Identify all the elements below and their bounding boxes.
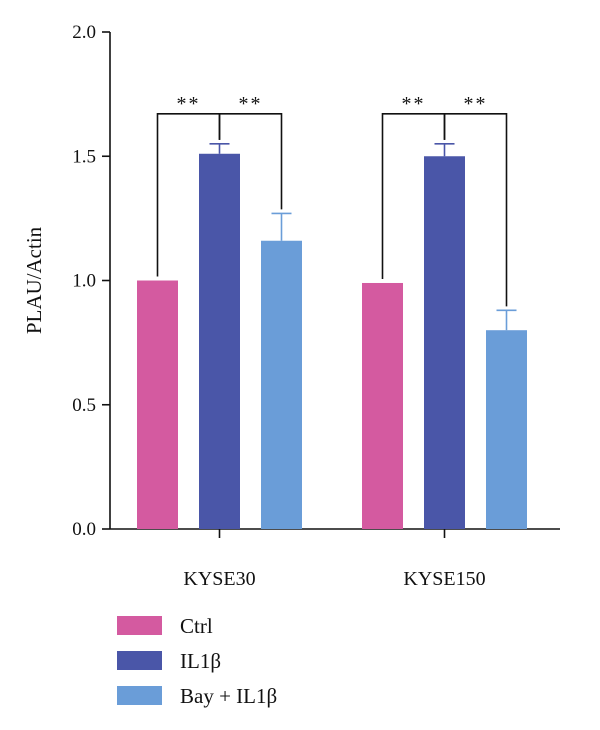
legend-label: Bay + IL1β — [180, 684, 277, 708]
bar — [424, 156, 465, 529]
y-axis-title: PLAU/Actin — [22, 226, 46, 334]
x-tick-label: KYSE30 — [183, 568, 255, 590]
legend-swatch — [117, 686, 162, 705]
significance-bracket — [443, 113, 508, 307]
significance-label: ** — [177, 93, 201, 115]
y-tick-label: 1.5 — [72, 146, 96, 167]
significance-label: ** — [239, 93, 263, 115]
axes: 0.0 0.5 1.0 1.5 2.0 PLAU/Actin KYSE30 KYSE150 — [22, 22, 560, 590]
x-tick-label: KYSE150 — [403, 568, 485, 590]
bars — [137, 143, 527, 530]
y-tick-label: 1.0 — [72, 271, 96, 292]
bar — [261, 240, 302, 530]
legend-label: Ctrl — [180, 614, 213, 638]
y-tick-label: 0.0 — [72, 519, 96, 540]
bar — [362, 282, 403, 529]
legend-swatch — [117, 651, 162, 670]
significance-annotations: ** ** ** ** — [156, 93, 508, 307]
legend-label: IL1β — [180, 649, 221, 673]
bar — [137, 280, 178, 529]
bar — [486, 330, 527, 529]
legend: Ctrl IL1β Bay + IL1β — [117, 614, 277, 708]
legend-swatch — [117, 616, 162, 635]
y-tick-label: 2.0 — [72, 22, 96, 43]
significance-label: ** — [464, 93, 488, 115]
y-tick-label: 0.5 — [72, 395, 96, 416]
significance-bracket — [218, 113, 283, 210]
bar — [199, 153, 240, 529]
significance-label: ** — [402, 93, 426, 115]
